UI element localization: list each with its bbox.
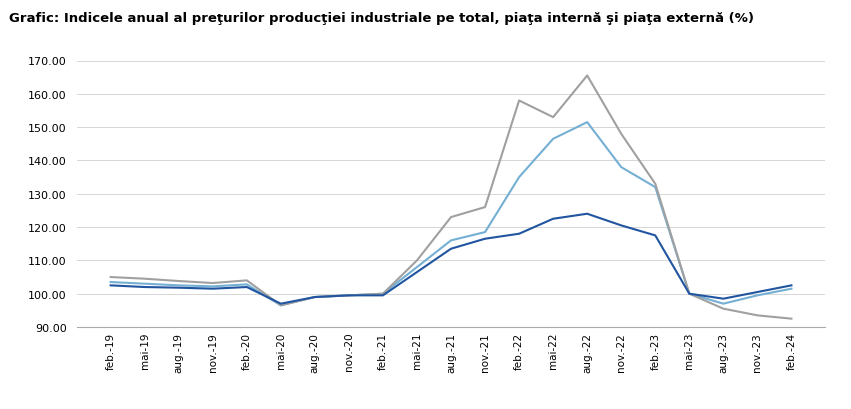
Piata interna: [786, 317, 797, 321]
Total: [786, 287, 797, 292]
Piata interna: [208, 281, 218, 286]
Total: [650, 185, 660, 190]
Piata externa: [616, 223, 626, 228]
Piata externa: [412, 270, 422, 275]
Total: [106, 280, 116, 285]
Total: [242, 282, 252, 287]
Piata interna: [344, 293, 354, 298]
Total: [344, 293, 354, 298]
Piata interna: [684, 292, 694, 297]
Total: [752, 293, 762, 298]
Piata interna: [174, 279, 184, 284]
Piata externa: [242, 285, 252, 290]
Piata interna: [514, 99, 524, 103]
Piata externa: [548, 217, 558, 222]
Total: [208, 284, 218, 289]
Piata externa: [786, 283, 797, 288]
Piata interna: [446, 215, 456, 220]
Total: [548, 137, 558, 142]
Total: [718, 301, 728, 306]
Piata externa: [684, 292, 694, 297]
Piata interna: [548, 115, 558, 120]
Total: [412, 265, 422, 270]
Total: [616, 165, 626, 170]
Piata externa: [208, 287, 218, 292]
Piata externa: [140, 285, 150, 290]
Total: [174, 283, 184, 288]
Total: [446, 238, 456, 243]
Piata interna: [412, 258, 422, 263]
Piata interna: [650, 182, 660, 187]
Piata externa: [276, 301, 286, 306]
Piata externa: [582, 212, 592, 217]
Line: Piata externa: Piata externa: [111, 214, 791, 304]
Piata interna: [276, 303, 286, 308]
Total: [276, 303, 286, 308]
Piata externa: [344, 293, 354, 298]
Line: Total: Total: [111, 123, 791, 306]
Text: Grafic: Indicele anual al preţurilor producţiei industriale pe total, piaţa inte: Grafic: Indicele anual al preţurilor pro…: [9, 12, 753, 25]
Piata interna: [480, 205, 490, 210]
Piata interna: [242, 278, 252, 283]
Total: [582, 120, 592, 125]
Piata externa: [174, 285, 184, 290]
Total: [480, 230, 490, 235]
Total: [310, 295, 320, 300]
Piata externa: [310, 295, 320, 300]
Piata interna: [616, 132, 626, 137]
Total: [378, 292, 388, 297]
Piata externa: [650, 234, 660, 238]
Piata interna: [140, 276, 150, 281]
Piata interna: [106, 275, 116, 280]
Piata interna: [718, 306, 728, 311]
Piata externa: [480, 237, 490, 242]
Piata externa: [752, 290, 762, 295]
Line: Piata interna: Piata interna: [111, 76, 791, 319]
Total: [684, 292, 694, 297]
Piata externa: [718, 297, 728, 301]
Total: [140, 281, 150, 286]
Total: [514, 175, 524, 180]
Piata externa: [514, 231, 524, 236]
Piata interna: [378, 292, 388, 297]
Piata externa: [446, 247, 456, 252]
Piata interna: [310, 295, 320, 300]
Piata interna: [752, 313, 762, 318]
Piata externa: [378, 293, 388, 298]
Piata externa: [106, 283, 116, 288]
Piata interna: [582, 74, 592, 79]
